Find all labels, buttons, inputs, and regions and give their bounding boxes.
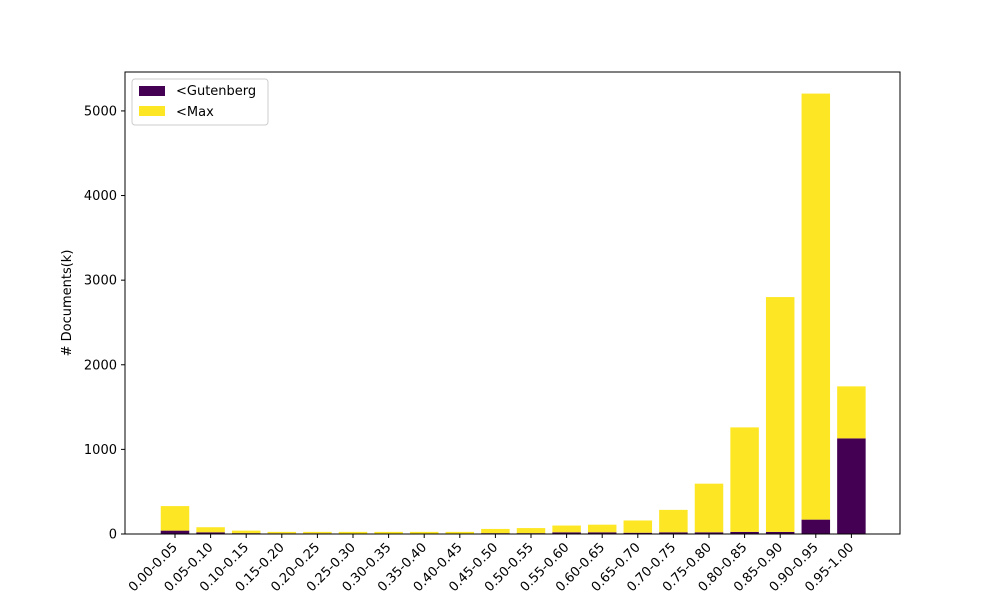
bar-gutenberg-0.00-0.05: [160, 530, 190, 534]
legend: <Gutenberg <Max: [131, 78, 269, 126]
bar-max-0.35-0.40: [409, 531, 439, 534]
bar-gutenberg-0.70-0.75: [659, 532, 688, 534]
legend-label-gutenberg: <Gutenberg: [176, 84, 256, 99]
bar-max-0.10-0.15: [231, 530, 261, 534]
y-tick-label: 1000: [84, 443, 117, 458]
bar-gutenberg-0.05-0.10: [196, 532, 225, 534]
bar-max-0.40-0.45: [445, 531, 475, 534]
bar-gutenberg-0.75-0.80: [694, 532, 724, 534]
y-tick-label: 4000: [84, 189, 117, 204]
legend-label-max: <Max: [176, 105, 214, 120]
bar-max-0.95-1.00: [837, 386, 866, 439]
bar-gutenberg-0.90-0.95: [801, 519, 831, 534]
bar-max-0.75-0.80: [694, 483, 724, 533]
bar-max-0.45-0.50: [481, 528, 510, 534]
bar-max-0.90-0.95: [801, 93, 831, 520]
y-tick-label: 3000: [84, 274, 117, 289]
bar-max-0.30-0.35: [374, 531, 403, 534]
bar-gutenberg-0.55-0.60: [552, 532, 581, 534]
bar-gutenberg-0.85-0.90: [765, 531, 795, 534]
x-axis: 0.00-0.050.05-0.100.10-0.150.15-0.200.20…: [126, 534, 857, 595]
legend-swatch-gutenberg: [139, 86, 165, 96]
bar-gutenberg-0.60-0.65: [587, 532, 617, 534]
bar-max-0.25-0.30: [338, 531, 368, 534]
bar-gutenberg-0.65-0.70: [623, 532, 653, 534]
bar-max-0.15-0.20: [267, 531, 297, 534]
bar-max-0.80-0.85: [730, 427, 759, 532]
bar-max-0.20-0.25: [303, 531, 332, 534]
plot-frame: [124, 71, 901, 535]
bar-max-0.55-0.60: [552, 525, 581, 533]
y-tick-label: 5000: [84, 104, 117, 119]
bar-max-0.70-0.75: [659, 509, 688, 533]
bar-gutenberg-0.80-0.85: [730, 531, 759, 534]
y-tick-label: 2000: [84, 358, 117, 373]
bars-layer: [160, 93, 866, 534]
legend-swatch-max: [139, 106, 165, 116]
bar-max-0.60-0.65: [587, 524, 617, 533]
legend-frame: [131, 78, 269, 126]
bar-max-0.05-0.10: [196, 527, 225, 533]
bar-gutenberg-0.95-1.00: [837, 438, 866, 534]
bar-max-0.65-0.70: [623, 520, 653, 533]
bar-max-0.50-0.55: [516, 528, 546, 534]
y-tick-label: 0: [109, 528, 117, 543]
bar-max-0.85-0.90: [765, 297, 795, 532]
y-axis-label: # Documents(k): [60, 250, 75, 357]
y-axis: 0 1000 2000 3000 4000 5000: [84, 104, 125, 543]
bar-max-0.00-0.05: [160, 506, 190, 531]
